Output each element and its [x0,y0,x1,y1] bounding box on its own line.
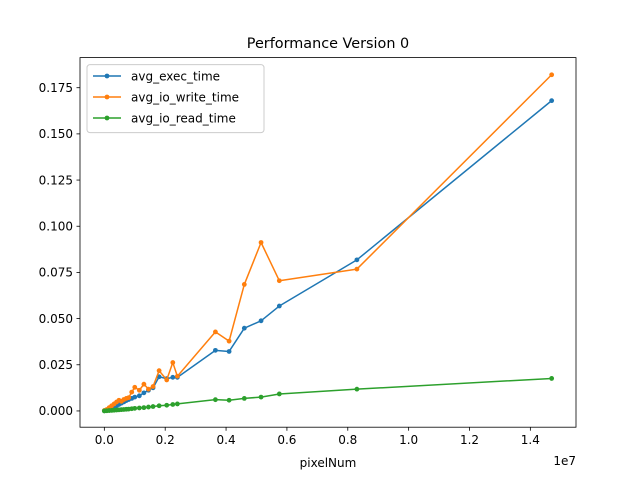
data-point [164,402,170,408]
data-point [141,390,147,396]
x-axis: 0.0 0.2 0.4 0.6 0.8 1.0 1.2 1.4 [95,427,540,447]
data-point [174,401,180,407]
plot-area [101,72,555,414]
data-point [126,395,132,401]
legend: avg_exec_time avg_io_write_time avg_io_rea… [86,64,265,134]
data-point [549,72,555,78]
data-point [226,338,232,344]
y-tick-label: 0.050 [39,312,73,326]
data-point [136,393,142,399]
y-tick-label: 0.075 [39,266,73,280]
data-point [258,318,264,324]
legend-entry: avg_io_read_time [131,111,236,125]
data-point [241,325,247,331]
x-tick-label: 1.4 [521,433,540,447]
series-avg_io_read_time [101,376,555,414]
data-point [549,376,555,381]
x-tick-label: 0.0 [95,433,114,447]
y-tick-label: 0.000 [39,404,73,418]
y-tick-label: 0.175 [39,81,73,95]
data-point [241,282,247,287]
data-point [258,394,264,400]
data-point [136,405,142,411]
legend-entry: avg_exec_time [131,69,220,83]
data-point [150,404,156,409]
data-point [150,384,156,389]
data-point [132,384,138,390]
legend-box [86,64,265,134]
x-tick-label: 1.0 [399,433,418,447]
y-tick-label: 0.150 [39,127,73,141]
data-point [141,405,147,411]
data-point [354,266,360,272]
axes-frame [79,57,577,428]
y-axis: 0.000 0.025 0.050 0.075 0.100 0.125 0.150 0.175 [39,81,80,418]
chart-title: Performance Version 0 [247,36,409,52]
data-point [132,405,138,411]
data-point [164,377,170,383]
data-point [213,329,218,335]
data-point [226,397,232,403]
data-point [241,395,247,401]
data-point [170,360,176,365]
data-point [276,278,282,284]
legend-marker [104,115,110,121]
x-tick-label: 0.6 [277,433,296,447]
data-point [170,374,176,380]
data-point [156,368,162,374]
data-point [226,349,232,354]
y-tick-label: 0.125 [39,173,73,187]
legend-entry: avg_io_write_time [131,90,239,104]
data-point [141,381,147,387]
data-point [146,404,151,410]
x-axis-label: pixelNum [300,456,357,470]
data-point [146,386,151,392]
x-tick-label: 1.2 [460,433,479,447]
data-point [136,387,142,393]
data-point [276,391,282,397]
y-tick-label: 0.100 [39,219,73,233]
data-point [258,240,264,245]
data-point [213,347,218,353]
data-point [156,403,162,409]
data-point [354,257,360,263]
data-point [174,373,180,379]
data-point [170,402,176,407]
data-point [213,397,218,403]
x-axis-offset-label: 1e7 [553,454,576,468]
series-avg_io_write_time [101,72,555,413]
legend-marker [104,73,110,79]
y-tick-label: 0.025 [39,358,73,372]
x-tick-label: 0.2 [156,433,175,447]
x-tick-label: 0.8 [338,433,357,447]
x-tick-label: 0.4 [217,433,236,447]
data-point [276,303,282,309]
data-point [132,394,138,400]
data-point [549,98,555,104]
data-point [129,389,135,395]
data-point [354,386,360,392]
legend-marker [104,94,110,100]
